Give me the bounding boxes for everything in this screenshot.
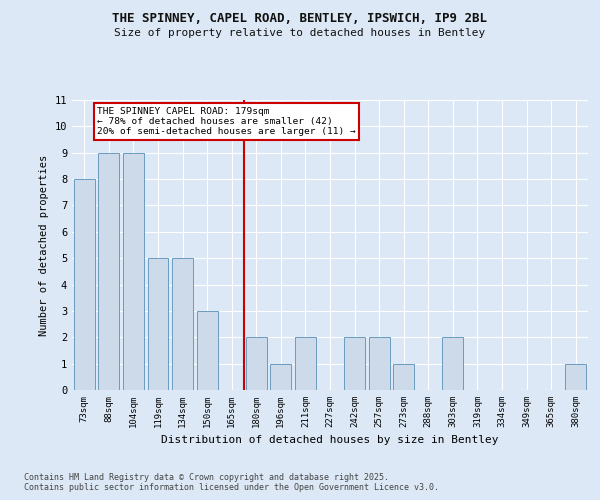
Bar: [197, 311, 218, 390]
Text: Size of property relative to detached houses in Bentley: Size of property relative to detached ho…: [115, 28, 485, 38]
Bar: [295, 338, 316, 390]
Text: THE SPINNEY CAPEL ROAD: 179sqm
← 78% of detached houses are smaller (42)
20% of : THE SPINNEY CAPEL ROAD: 179sqm ← 78% of …: [97, 106, 356, 136]
Bar: [123, 152, 144, 390]
Y-axis label: Number of detached properties: Number of detached properties: [39, 154, 49, 336]
Bar: [344, 338, 365, 390]
Bar: [172, 258, 193, 390]
Bar: [271, 364, 292, 390]
Text: Contains public sector information licensed under the Open Government Licence v3: Contains public sector information licen…: [24, 484, 439, 492]
Text: THE SPINNEY, CAPEL ROAD, BENTLEY, IPSWICH, IP9 2BL: THE SPINNEY, CAPEL ROAD, BENTLEY, IPSWIC…: [113, 12, 487, 26]
Bar: [442, 338, 463, 390]
Bar: [393, 364, 414, 390]
Bar: [368, 338, 389, 390]
X-axis label: Distribution of detached houses by size in Bentley: Distribution of detached houses by size …: [161, 436, 499, 446]
Text: Contains HM Land Registry data © Crown copyright and database right 2025.: Contains HM Land Registry data © Crown c…: [24, 472, 389, 482]
Bar: [74, 179, 95, 390]
Bar: [98, 152, 119, 390]
Bar: [565, 364, 586, 390]
Bar: [148, 258, 169, 390]
Bar: [246, 338, 267, 390]
